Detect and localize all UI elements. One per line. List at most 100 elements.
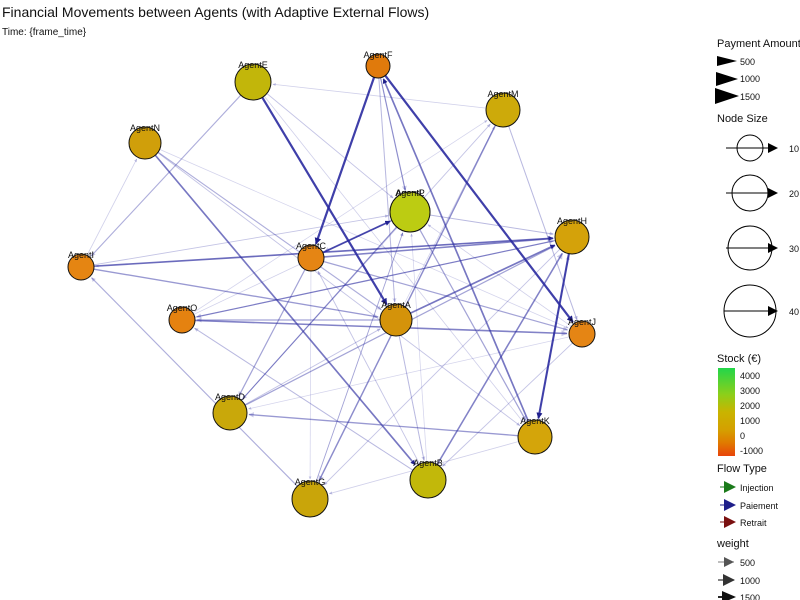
node-AgentF[interactable]: AgentF [363, 50, 393, 79]
legend-flowtype-arrow-1 [724, 481, 736, 493]
node-AgentD[interactable]: AgentD [212, 392, 248, 431]
legend-weight-item-1: 500 [718, 557, 755, 568]
edge-AgentB-AgentC [317, 270, 421, 465]
legend-flowtype-item-1: Injection [720, 481, 774, 493]
legend-payment-title: Payment Amount [717, 38, 800, 50]
node-label-AgentP: AgentP [395, 188, 425, 198]
node-AgentI[interactable]: AgentI [67, 250, 95, 281]
edge-AgentK-AgentH [537, 255, 571, 421]
node-circle-AgentN [128, 126, 162, 160]
legend-weight-label-1: 500 [740, 558, 755, 568]
edge-AgentG-AgentP [315, 232, 404, 483]
legend-payment-arrow-2 [716, 72, 738, 86]
legend-weight-label-3: 1500 [740, 593, 760, 600]
node-circle-AgentJ [568, 320, 596, 348]
edge-AgentF-AgentL [379, 77, 407, 191]
edge-AgentC-AgentD [238, 269, 306, 397]
edge-AgentM-AgentJ [508, 125, 578, 321]
legend-nodesize-item-4: 40 [723, 284, 799, 338]
node-circle-AgentF [365, 53, 391, 79]
legend-nodesize-label-4: 40 [789, 307, 799, 317]
legend-stock-tick-2: 3000 [740, 386, 760, 396]
edge-AgentC-AgentG [308, 270, 312, 480]
edge-AgentB-AgentO [194, 327, 414, 471]
legend-nodesize-label-3: 30 [789, 244, 799, 254]
node-AgentO[interactable]: AgentO [167, 303, 198, 334]
legend-payment-arrow-1 [717, 56, 737, 66]
node-label-AgentB: AgentB [413, 458, 443, 468]
edge-AgentB-AgentH [436, 252, 563, 465]
edge-AgentH-AgentI [95, 237, 556, 268]
node-label-AgentO: AgentO [167, 303, 198, 313]
legend-weight-title: weight [716, 538, 749, 550]
edge-AgentO-AgentJ [194, 319, 568, 337]
node-AgentA[interactable]: AgentA [379, 300, 413, 337]
edge-AgentF-AgentP [380, 77, 407, 191]
node-circle-AgentC [297, 244, 325, 272]
chart-title: Financial Movements between Agents (with… [2, 4, 430, 20]
node-label-AgentC: AgentC [296, 241, 327, 251]
edge-AgentO-AgentH [194, 239, 554, 318]
legend-stock-colorbar [718, 368, 735, 456]
edge-AgentL-AgentH [429, 214, 554, 236]
legend-nodesize-item-1: 10 [726, 134, 799, 162]
node-label-AgentE: AgentE [238, 60, 268, 70]
node-AgentH[interactable]: AgentH [554, 216, 590, 255]
edge-AgentK-AgentD [248, 412, 519, 437]
node-AgentB[interactable]: AgentB [409, 458, 447, 499]
edge-AgentI-AgentN [86, 158, 138, 256]
node-circle-AgentK [517, 419, 553, 455]
node-label-AgentM: AgentM [487, 89, 518, 99]
nodes-layer: AgentA AgentB AgentC AgentD AgentE AgentF Agen… [67, 50, 596, 518]
edge-AgentC-AgentH [323, 235, 554, 258]
legend-stock-tick-1: 4000 [740, 371, 760, 381]
legend: Payment Amount 500 1000 1500 Node Size 1… [715, 38, 800, 600]
edge-AgentE-AgentK [263, 95, 524, 423]
node-label-AgentD: AgentD [215, 392, 246, 402]
edge-AgentL-AgentD [242, 226, 397, 400]
node-label-AgentI: AgentI [68, 250, 94, 260]
node-circle-AgentD [212, 395, 248, 431]
edge-AgentF-AgentA [378, 77, 397, 303]
node-AgentG[interactable]: AgentG [291, 477, 329, 518]
legend-payment-label-2: 1000 [740, 74, 760, 84]
legend-flowtype-arrow-2 [724, 499, 736, 511]
edge-AgentK-AgentF [382, 78, 530, 422]
node-AgentE[interactable]: AgentE [234, 60, 272, 101]
node-AgentK[interactable]: AgentK [517, 416, 553, 455]
node-circle-AgentA [379, 303, 413, 337]
edge-AgentC-AgentJ [323, 260, 569, 332]
node-AgentN[interactable]: AgentN [128, 123, 162, 160]
node-circle-AgentB [409, 461, 447, 499]
legend-stock-title: Stock (€) [717, 353, 761, 365]
edge-AgentE-AgentP [266, 93, 394, 199]
edge-AgentA-AgentM [402, 126, 495, 306]
node-label-AgentH: AgentH [557, 216, 587, 226]
node-AgentM[interactable]: AgentM [485, 89, 521, 128]
edge-AgentH-AgentO [196, 239, 556, 319]
edge-AgentA-AgentB [398, 335, 426, 461]
legend-nodesize-title: Node Size [717, 113, 768, 125]
edge-AgentN-AgentB [154, 154, 416, 466]
edge-AgentH-AgentG [323, 248, 561, 486]
legend-payment-item-1: 500 [717, 56, 755, 67]
node-AgentJ[interactable]: AgentJ [568, 317, 596, 348]
legend-weight-item-2: 1000 [718, 574, 760, 586]
legend-flowtype-title: Flow Type [717, 463, 767, 475]
edge-AgentJ-AgentD [248, 336, 570, 410]
legend-nodesize-label-1: 10 [789, 144, 799, 154]
edge-AgentN-AgentJ [159, 149, 569, 329]
edge-AgentI-AgentP [93, 214, 389, 266]
node-AgentP[interactable]: AgentP [389, 188, 431, 233]
node-label-AgentF: AgentF [363, 50, 393, 60]
node-circle-AgentO [168, 306, 196, 334]
legend-stock-tick-3: 2000 [740, 401, 760, 411]
edge-AgentE-AgentA [261, 96, 388, 306]
edge-AgentG-AgentI [91, 277, 298, 487]
node-AgentC[interactable]: AgentC [296, 241, 327, 272]
node-label-AgentK: AgentK [520, 416, 550, 426]
node-label-AgentG: AgentG [295, 477, 326, 487]
legend-nodesize-item-3: 30 [726, 225, 799, 271]
